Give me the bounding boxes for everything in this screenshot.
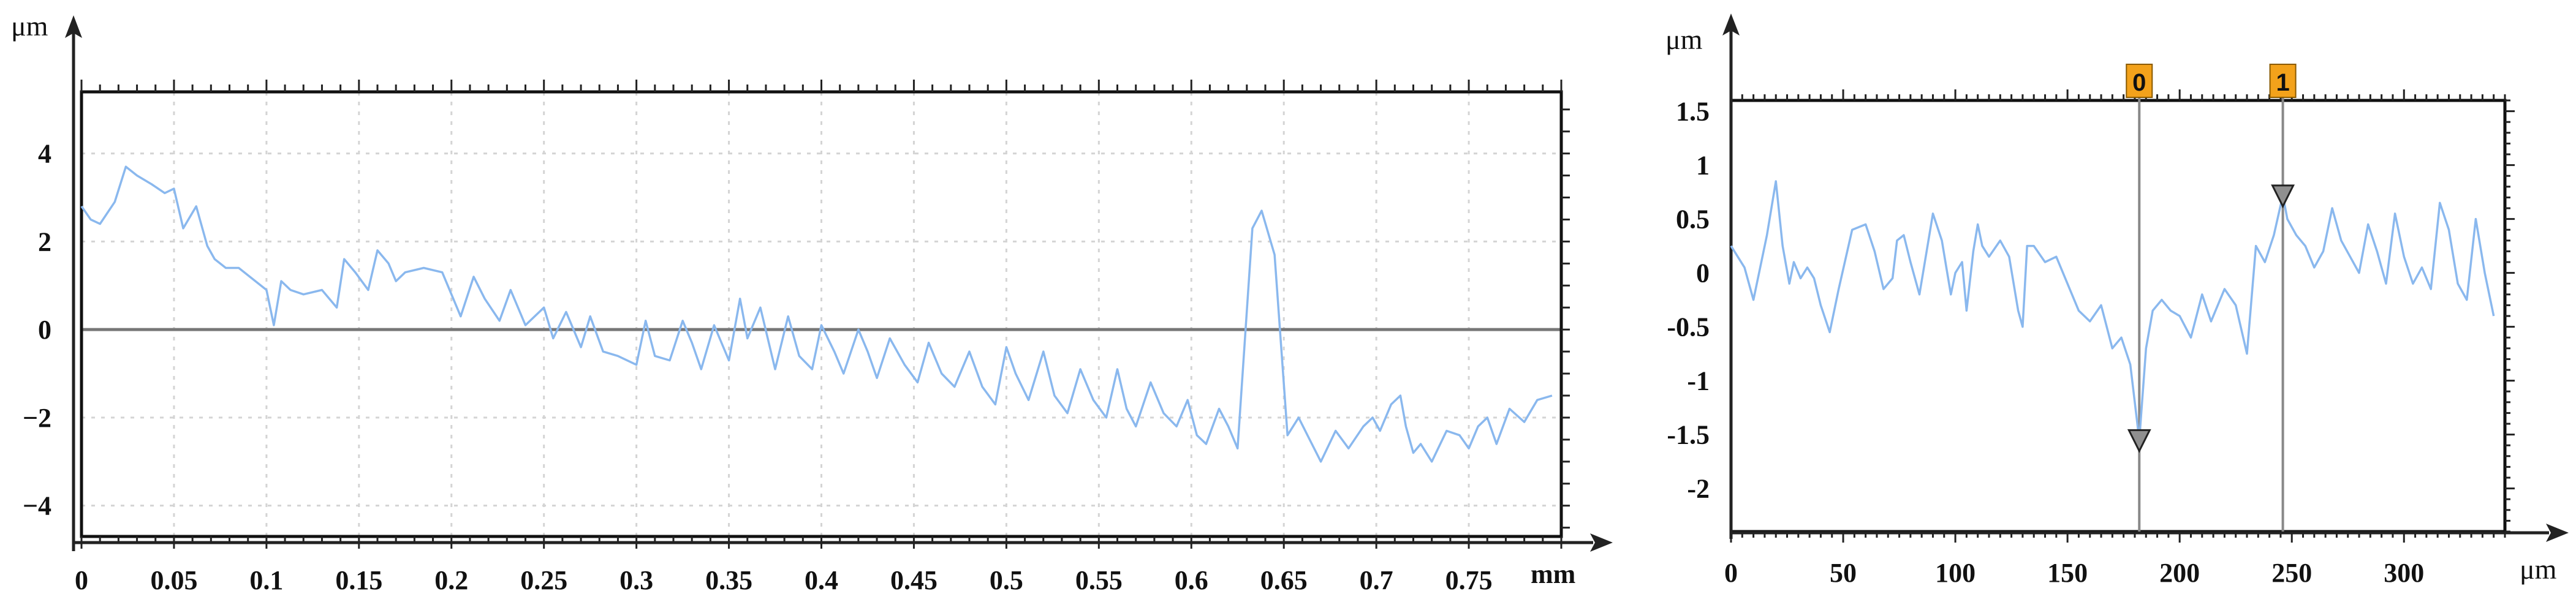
chart-2-x-tick-label: 0 xyxy=(1724,558,1738,588)
chart-2-x-tick-label: 200 xyxy=(2159,558,2200,588)
chart-2-y-tick-label: -1.5 xyxy=(1667,420,1710,450)
chart-2-y-tick-label: -1 xyxy=(1687,366,1710,396)
chart-2-tick-marks xyxy=(1730,89,2515,543)
chart-1-x-tick-label: 0.6 xyxy=(1175,565,1208,595)
chart-2-x-unit-label: μm xyxy=(2520,554,2557,585)
chart-1-x-tick-label: 0.65 xyxy=(1260,565,1308,595)
chart-2-profile-line xyxy=(1730,180,2495,442)
chart-1-x-tick-label: 0.3 xyxy=(619,565,653,595)
chart-1-profile-line xyxy=(80,165,1553,463)
chart-1-x-tick-label: 0.7 xyxy=(1360,565,1393,595)
chart-1-x-unit-label: mm xyxy=(1531,559,1575,589)
cursor-0-flag[interactable] xyxy=(2126,64,2153,98)
chart-1-x-tick-label: 0.4 xyxy=(805,565,838,595)
chart-1-y-tick-label: 0 xyxy=(38,315,51,345)
chart-1-y-tick-label: 2 xyxy=(38,227,51,257)
chart-1-x-tick-label: 0.2 xyxy=(434,565,468,595)
chart-1-x-tick-label: 0.5 xyxy=(990,565,1023,595)
chart-1-tick-labels: 0 0.05 0.1 0.15 0.2 0.25 0.3 0.35 0.4 0.45 0.5 0.55… xyxy=(23,139,1493,595)
chart-2-plot-frame xyxy=(1729,99,2507,533)
chart-2-y-tick-label: 1.5 xyxy=(1676,97,1710,127)
chart-1-grid xyxy=(80,92,1561,536)
chart-1-plot-frame xyxy=(80,90,1563,538)
chart-2-y-tick-label: 0 xyxy=(1696,258,1710,288)
chart-1-y-tick-label: 4 xyxy=(38,139,51,169)
chart-2-x-tick-label: 100 xyxy=(1935,558,1976,588)
chart-2-y-axis-arrow xyxy=(1722,13,1740,36)
chart-2-y-tick-label: -0.5 xyxy=(1667,312,1710,342)
chart-1-x-tick-label: 0.35 xyxy=(705,565,752,595)
chart-1-x-tick-label: 0.75 xyxy=(1445,565,1493,595)
chart-2-x-tick-label: 50 xyxy=(1830,558,1857,588)
chart-1-series xyxy=(80,165,1553,463)
chart-2-y-tick-label: -2 xyxy=(1687,474,1710,504)
chart-1-x-tick-label: 0.05 xyxy=(150,565,197,595)
chart-2-x-tick-label: 150 xyxy=(2047,558,2088,588)
chart-2-tick-labels: 0 50 100 150 200 250 300 1.5 1 0.5 0 -0.5 -1 -1.5 -2 xyxy=(1667,97,2424,588)
chart-1: 0 0.05 0.1 0.15 0.2 0.25 0.3 0.35 0.4 0.45 0.5 0.55… xyxy=(11,10,1613,595)
chart-2-y-unit-label: μm xyxy=(1665,24,1703,55)
cursor-1-flag-label: 1 xyxy=(2276,69,2289,96)
cursor-1-flag[interactable] xyxy=(2269,64,2297,98)
chart-1-x-tick-label: 0.25 xyxy=(520,565,567,595)
chart-1-y-unit-label: μm xyxy=(11,10,48,42)
chart-2-x-axis-arrow xyxy=(2546,524,2569,542)
chart-1-x-tick-label: 0.15 xyxy=(335,565,382,595)
chart-1-x-tick-label: 0.55 xyxy=(1075,565,1123,595)
chart-2-x-tick-label: 300 xyxy=(2384,558,2424,588)
chart-2-y-tick-label: 0.5 xyxy=(1676,205,1710,235)
chart-2-axes xyxy=(1722,13,2569,542)
chart-1-y-tick-label: −2 xyxy=(23,403,51,433)
chart-2-x-tick-label: 250 xyxy=(2271,558,2312,588)
cursor-0-flag-label: 0 xyxy=(2132,69,2146,96)
chart-1-axes xyxy=(65,15,1613,552)
chart-1-x-tick-label: 0 xyxy=(75,565,88,595)
cursor-1-marker[interactable] xyxy=(2271,184,2295,209)
chart-2-series xyxy=(1730,180,2495,442)
chart-1-y-axis-arrow xyxy=(65,15,82,38)
cursor-0-marker[interactable] xyxy=(2127,429,2151,453)
chart-1-x-tick-label: 0.45 xyxy=(890,565,938,595)
chart-1-y-tick-label: −4 xyxy=(23,491,51,521)
chart-2-y-tick-label: 1 xyxy=(1696,151,1710,181)
chart-1-tick-marks xyxy=(80,80,1570,549)
chart-1-x-axis-arrow xyxy=(1590,533,1613,552)
chart-2-cursor-markers[interactable] xyxy=(2127,184,2295,453)
chart-1-x-tick-label: 0.1 xyxy=(249,565,283,595)
